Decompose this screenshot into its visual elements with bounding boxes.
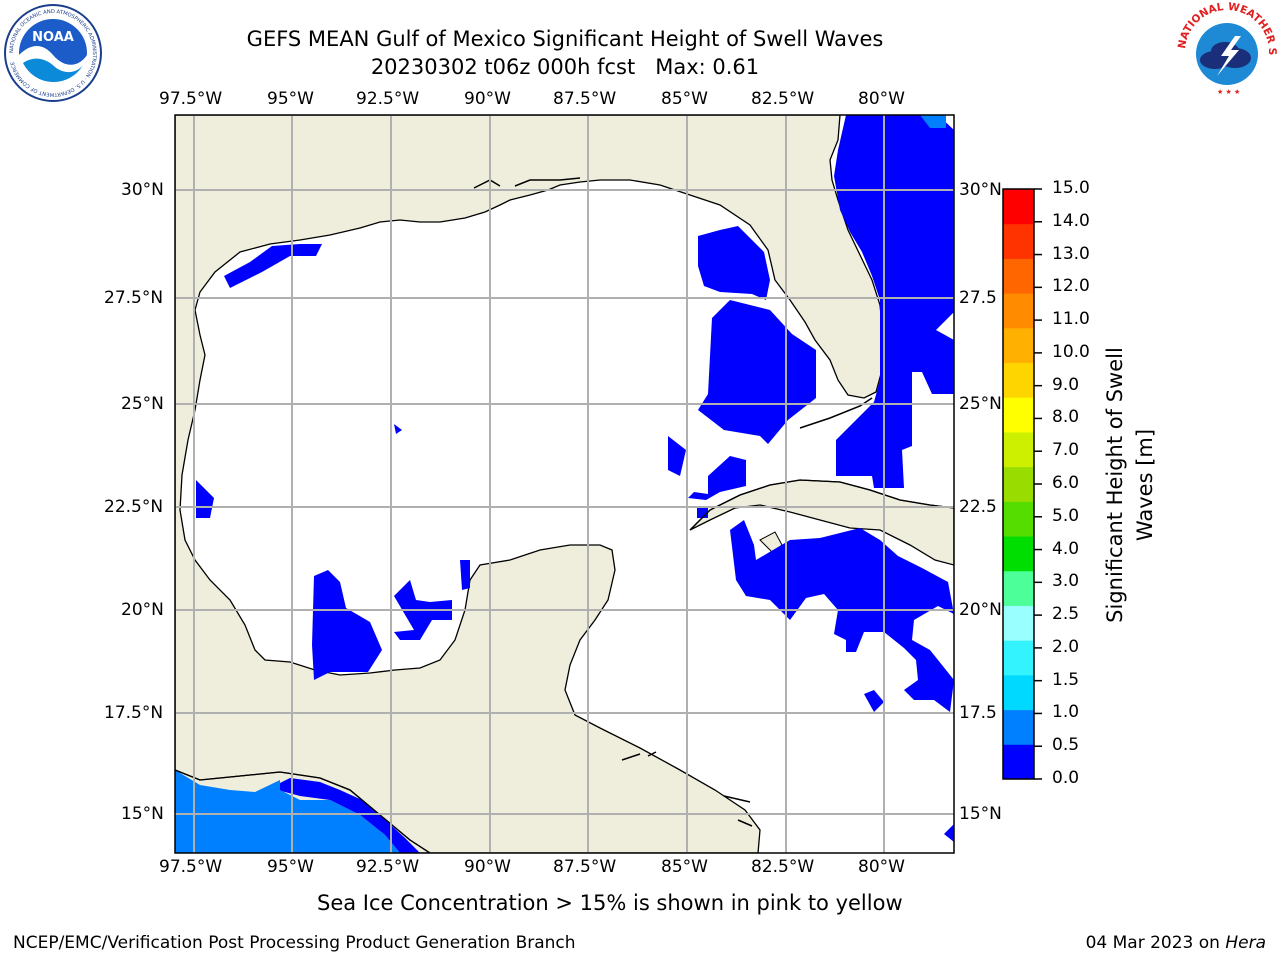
colorbar-band — [1003, 397, 1034, 433]
lon-label-top: 92.5°W — [356, 89, 420, 109]
colorbar-tick-label: 8.0 — [1052, 407, 1080, 428]
svg-text:★ ★ ★: ★ ★ ★ — [1217, 88, 1240, 96]
lat-label-right: 20°N — [959, 600, 1002, 620]
colorbar-tick-label: 13.0 — [1052, 243, 1090, 264]
colorbar-band — [1003, 536, 1034, 572]
lon-label-bottom: 82.5°W — [751, 857, 815, 877]
lon-label-bottom: 97.5°W — [159, 857, 223, 877]
lat-label-right: 17.5 — [959, 703, 997, 723]
colorbar-tick-label: 15.0 — [1052, 178, 1090, 198]
map-title: GEFS MEAN Gulf of Mexico Significant Hei… — [246, 27, 884, 51]
lon-label-top: 95°W — [267, 89, 314, 109]
colorbar-band — [1003, 258, 1034, 294]
swell-shading — [196, 115, 954, 853]
graticule — [175, 115, 954, 853]
colorbar-tick-label: 4.0 — [1052, 538, 1080, 559]
colorbar-band — [1003, 362, 1034, 398]
colorbar-tick-label: 1.0 — [1052, 702, 1080, 723]
lat-label-right: 25°N — [959, 394, 1002, 414]
lat-label-left: 17.5°N — [104, 703, 164, 723]
colorbar-tick-label: 10.0 — [1052, 341, 1090, 362]
lon-label-top: 82.5°W — [751, 89, 815, 109]
noaa-text: NOAA — [32, 30, 74, 45]
footer-machine: Hera — [1225, 933, 1266, 953]
colorbar-tick-label: 3.0 — [1052, 571, 1080, 592]
lat-label-left: 30°N — [121, 180, 164, 200]
swell-shading-mid — [175, 115, 946, 853]
lat-label-right: 22.5 — [959, 497, 997, 517]
colorbar-tick-label: 2.5 — [1052, 604, 1080, 625]
colorbar-band — [1003, 640, 1034, 676]
lat-label-left: 25°N — [121, 394, 164, 414]
colorbar-band — [1003, 501, 1034, 537]
map-subtitle: 20230302 t06z 000h fcst Max: 0.61 — [370, 55, 760, 79]
lat-label-left: 15°N — [121, 804, 164, 824]
colorbar-band — [1003, 674, 1034, 711]
lat-label-right: 30°N — [959, 180, 1002, 200]
colorbar-band — [1003, 327, 1034, 364]
footer-credit: NCEP/EMC/Verification Post Processing Pr… — [13, 933, 576, 953]
colorbar-tick-label: 0.0 — [1052, 768, 1080, 788]
colorbar-band — [1003, 709, 1034, 745]
colorbar-band — [1003, 744, 1034, 780]
colorbar — [1002, 188, 1042, 780]
colorbar-band — [1003, 466, 1034, 502]
colorbar-band — [1003, 293, 1034, 329]
noaa-logo: NATIONAL OCEANIC AND ATMOSPHERIC ADMINIS… — [4, 4, 102, 102]
lon-label-bottom: 95°W — [267, 857, 314, 877]
colorbar-tick-label: 2.0 — [1052, 636, 1080, 657]
lon-label-bottom: 90°W — [464, 857, 511, 877]
lat-label-right: 15°N — [959, 804, 1002, 824]
lon-label-bottom: 92.5°W — [356, 857, 420, 877]
lat-label-left: 20°N — [121, 600, 164, 620]
lon-label-bottom: 87.5°W — [553, 857, 617, 877]
lat-label-left: 22.5°N — [104, 497, 164, 517]
colorbar-band — [1003, 570, 1034, 606]
lon-label-top: 80°W — [858, 89, 905, 109]
colorbar-tick-label: 9.0 — [1052, 374, 1080, 395]
colorbar-tick-label: 11.0 — [1052, 309, 1090, 330]
lon-label-bottom: 80°W — [858, 857, 905, 877]
nws-logo: NATIONAL WEATHER SERVICE ★ ★ ★ — [1177, 2, 1277, 100]
lat-label-right: 27.5 — [959, 288, 997, 308]
colorbar-bands — [1003, 189, 1034, 780]
colorbar-tick-label: 1.5 — [1052, 669, 1080, 690]
colorbar-tick-label: 5.0 — [1052, 505, 1080, 526]
lon-label-top: 87.5°W — [553, 89, 617, 109]
colorbar-tick-label: 6.0 — [1052, 473, 1080, 493]
colorbar-band — [1003, 431, 1034, 468]
sea-ice-note: Sea Ice Concentration > 15% is shown in … — [317, 891, 903, 915]
colorbar-band — [1003, 605, 1034, 641]
colorbar-band — [1003, 189, 1034, 225]
colorbar-tick-label: 14.0 — [1052, 210, 1090, 231]
lon-label-top: 90°W — [464, 89, 511, 109]
colorbar-tick-label: 0.5 — [1052, 735, 1080, 756]
colorbar-tick-label: 12.0 — [1052, 276, 1090, 297]
colorbar-band — [1003, 223, 1034, 259]
lon-label-top: 97.5°W — [159, 89, 223, 109]
lon-label-top: 85°W — [661, 89, 708, 109]
footer-date: 04 Mar 2023 on Hera — [1085, 933, 1266, 953]
map-frame — [174, 114, 955, 854]
lat-label-left: 27.5°N — [104, 288, 164, 308]
lon-label-bottom: 85°W — [661, 857, 708, 877]
colorbar-tick-label: 7.0 — [1052, 440, 1080, 461]
colorbar-label: Significant Height of Swell Waves [m] — [1103, 347, 1157, 623]
